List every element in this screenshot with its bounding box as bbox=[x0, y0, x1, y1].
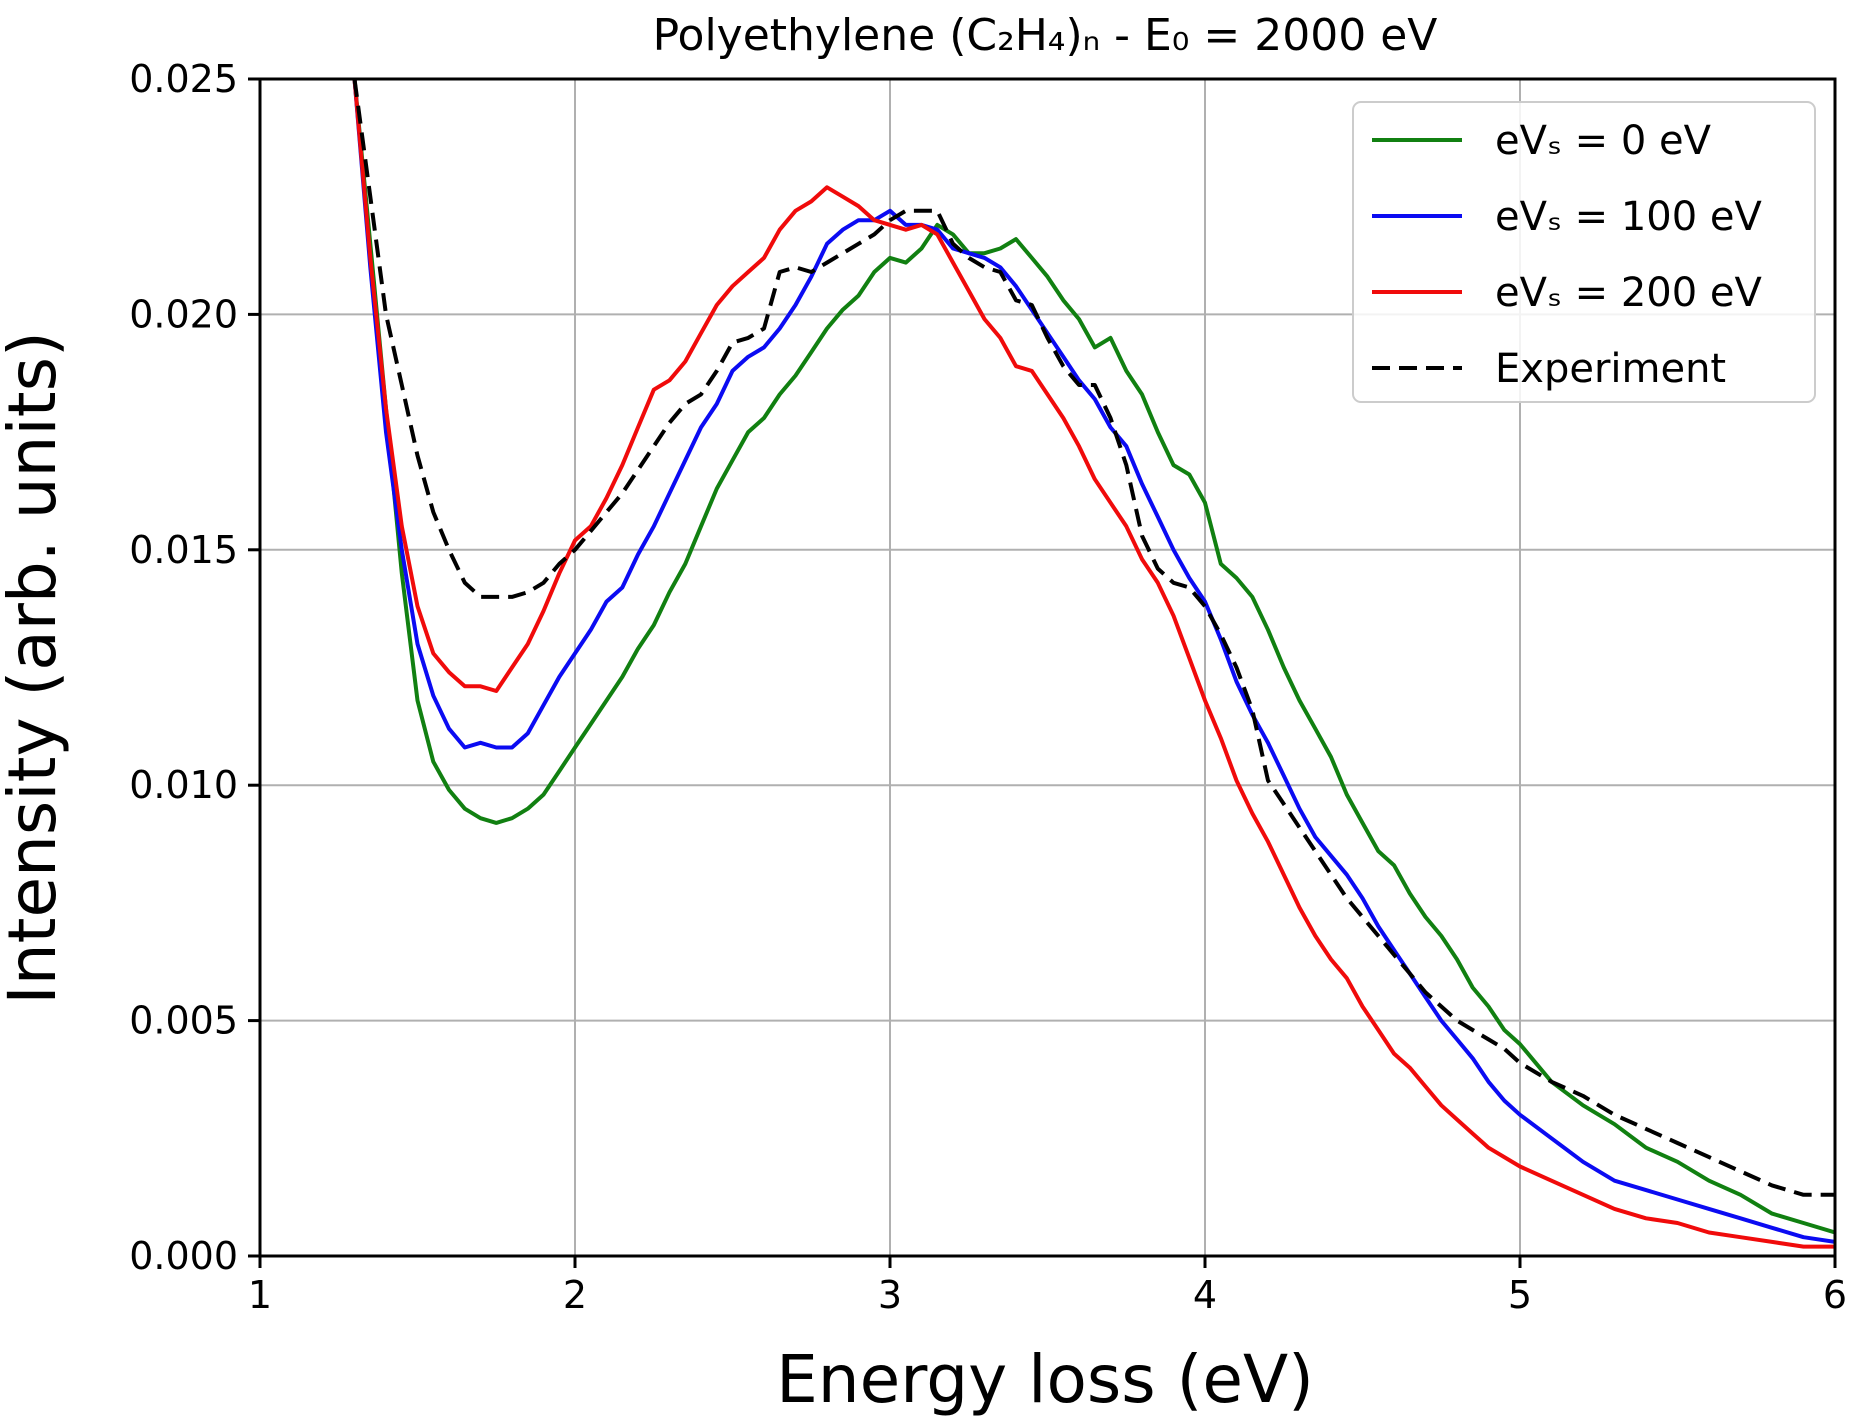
series-lines bbox=[352, 79, 1835, 1249]
series-line-4 bbox=[352, 79, 1835, 1197]
legend-label-4: Experiment bbox=[1495, 346, 1726, 392]
y-tick-label: 0.015 bbox=[129, 528, 238, 572]
chart-title: Polyethylene (C₂H₄)ₙ - E₀ = 2000 eV bbox=[653, 10, 1438, 61]
series-line-1 bbox=[352, 79, 1835, 1235]
y-tick-label: 0.000 bbox=[129, 1234, 238, 1278]
y-axis-ticks: 0.000 0.005 0.010 0.015 0.020 0.025 bbox=[129, 57, 260, 1278]
x-tick-label: 1 bbox=[248, 1273, 272, 1317]
series-line-3 bbox=[352, 79, 1835, 1249]
x-tick-label: 4 bbox=[1193, 1273, 1217, 1317]
x-tick-label: 5 bbox=[1508, 1273, 1532, 1317]
y-tick-label: 0.025 bbox=[129, 57, 238, 101]
legend-items: eVₛ = 0 eV eVₛ = 100 eV eVₛ = 200 eV Experi… bbox=[1372, 118, 1763, 392]
x-tick-label: 2 bbox=[563, 1273, 587, 1317]
legend-label-1: eVₛ = 0 eV bbox=[1495, 118, 1712, 164]
series-line-2 bbox=[352, 79, 1835, 1244]
y-tick-label: 0.020 bbox=[129, 292, 238, 336]
y-axis-label: Intensity (arb. units) bbox=[0, 331, 71, 1004]
y-tick-label: 0.010 bbox=[129, 763, 238, 807]
legend-label-3: eVₛ = 200 eV bbox=[1495, 270, 1763, 316]
x-tick-label: 3 bbox=[878, 1273, 902, 1317]
legend: eVₛ = 0 eV eVₛ = 100 eV eVₛ = 200 eV Experi… bbox=[1352, 101, 1816, 403]
legend-box bbox=[1352, 101, 1816, 403]
plot-frame bbox=[258, 77, 1837, 1258]
legend-label-2: eVₛ = 100 eV bbox=[1495, 194, 1763, 240]
x-axis-label: Energy loss (eV) bbox=[776, 1341, 1314, 1418]
x-tick-label: 6 bbox=[1823, 1273, 1847, 1317]
x-axis-ticks: 1 2 3 4 5 6 bbox=[248, 1256, 1847, 1317]
y-tick-label: 0.005 bbox=[129, 999, 238, 1043]
